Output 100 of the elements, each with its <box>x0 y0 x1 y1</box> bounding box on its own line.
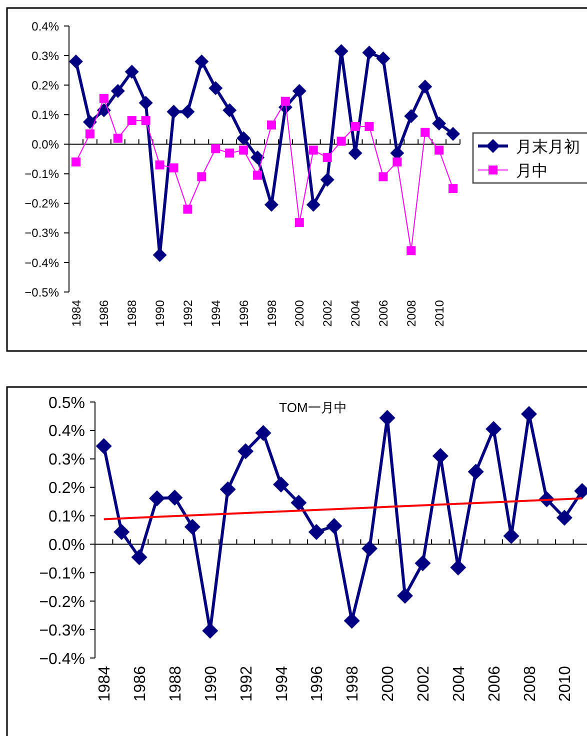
y-tick-label: −0.3% <box>39 622 85 640</box>
legend-label: 月末月初 <box>516 138 580 156</box>
point <box>71 157 80 166</box>
y-tick-label: 0.3% <box>32 48 60 63</box>
point <box>184 518 200 535</box>
y-tick-label: 0.0% <box>32 138 60 152</box>
point <box>556 510 572 526</box>
x-tick-label: 1990 <box>202 666 220 702</box>
point <box>397 588 413 604</box>
y-tick-label: 0.1% <box>48 508 85 526</box>
x-tick-label: 2002 <box>320 300 335 327</box>
x-tick-label: 1986 <box>97 300 112 327</box>
point <box>336 136 346 146</box>
point <box>202 622 218 639</box>
y-tick-label: 0.2% <box>48 480 85 498</box>
x-tick-label: 1992 <box>181 300 196 327</box>
point <box>124 64 139 79</box>
x-tick-label: 1984 <box>69 300 84 327</box>
y-tick-label: 0.3% <box>48 452 85 469</box>
point <box>113 134 122 143</box>
y-tick-label: 0.5% <box>48 394 85 412</box>
x-tick-label: 1988 <box>125 300 140 327</box>
point <box>211 144 220 154</box>
point <box>197 172 206 182</box>
y-tick-label: −0.2% <box>24 196 60 211</box>
x-tick-label: 2004 <box>450 666 468 702</box>
point <box>264 198 278 212</box>
y-tick-label: 0.2% <box>32 78 60 92</box>
x-tick-label: 2006 <box>486 666 504 702</box>
point <box>273 476 289 492</box>
point <box>344 612 360 629</box>
point <box>250 150 265 165</box>
point <box>406 246 416 256</box>
point <box>96 438 112 454</box>
y-tick-label: 0.0% <box>48 536 85 554</box>
point <box>468 464 484 480</box>
point <box>446 126 460 141</box>
x-tick-label: 2006 <box>376 300 391 327</box>
point <box>348 146 362 160</box>
point <box>208 81 223 96</box>
point <box>114 524 130 540</box>
point <box>183 204 192 214</box>
point <box>362 540 378 556</box>
x-tick-label: 1992 <box>238 666 256 702</box>
point <box>180 104 195 119</box>
point <box>434 146 444 155</box>
point <box>308 146 318 155</box>
point <box>521 406 537 422</box>
point <box>141 116 150 126</box>
point <box>166 104 181 119</box>
point <box>306 198 320 212</box>
point <box>418 80 432 94</box>
point <box>280 96 290 106</box>
y-tick-label: −0.3% <box>24 226 60 240</box>
point <box>414 555 431 572</box>
x-tick-label: 1990 <box>153 300 168 327</box>
x-tick-label: 2008 <box>404 300 418 327</box>
point <box>138 96 153 110</box>
point <box>350 122 360 131</box>
chart-title: TOM一月中 <box>279 400 347 415</box>
x-tick-label: 1996 <box>236 300 251 327</box>
x-tick-label: 2010 <box>432 300 446 327</box>
y-tick-label: −0.4% <box>39 650 85 668</box>
x-tick-label: 1986 <box>132 666 150 702</box>
point <box>220 481 236 498</box>
point <box>362 46 376 60</box>
y-tick-label: 0.4% <box>48 423 85 440</box>
x-tick-label: 2000 <box>292 300 307 327</box>
point <box>131 549 148 566</box>
point <box>326 518 342 534</box>
x-tick-label: 1994 <box>274 666 291 702</box>
point <box>225 148 234 158</box>
point <box>85 129 94 138</box>
point <box>420 128 430 137</box>
y-tick-label: −0.1% <box>39 565 85 582</box>
x-tick-label: 2002 <box>415 666 432 702</box>
y-tick-label: −0.5% <box>24 285 60 300</box>
point <box>110 84 125 98</box>
x-tick-label: 1984 <box>96 666 114 702</box>
point <box>155 160 164 170</box>
x-tick-label: 2000 <box>380 666 398 702</box>
x-tick-label: 1998 <box>264 300 279 327</box>
y-tick-label: −0.1% <box>24 167 60 182</box>
point <box>152 248 167 262</box>
y-tick-label: −0.2% <box>39 594 85 611</box>
point <box>378 172 388 182</box>
point <box>320 172 334 187</box>
x-tick-label: 1988 <box>167 666 184 702</box>
point <box>294 218 304 228</box>
point <box>166 490 183 506</box>
point <box>169 163 178 172</box>
x-tick-label: 1994 <box>208 300 223 327</box>
point <box>322 153 332 162</box>
x-tick-label: 2004 <box>348 300 363 327</box>
point <box>236 131 251 146</box>
point <box>432 116 446 131</box>
y-tick-label: 0.4% <box>32 19 60 34</box>
point <box>376 52 390 66</box>
y-tick-label: −0.4% <box>24 256 60 270</box>
x-tick-label: 2010 <box>557 666 574 702</box>
